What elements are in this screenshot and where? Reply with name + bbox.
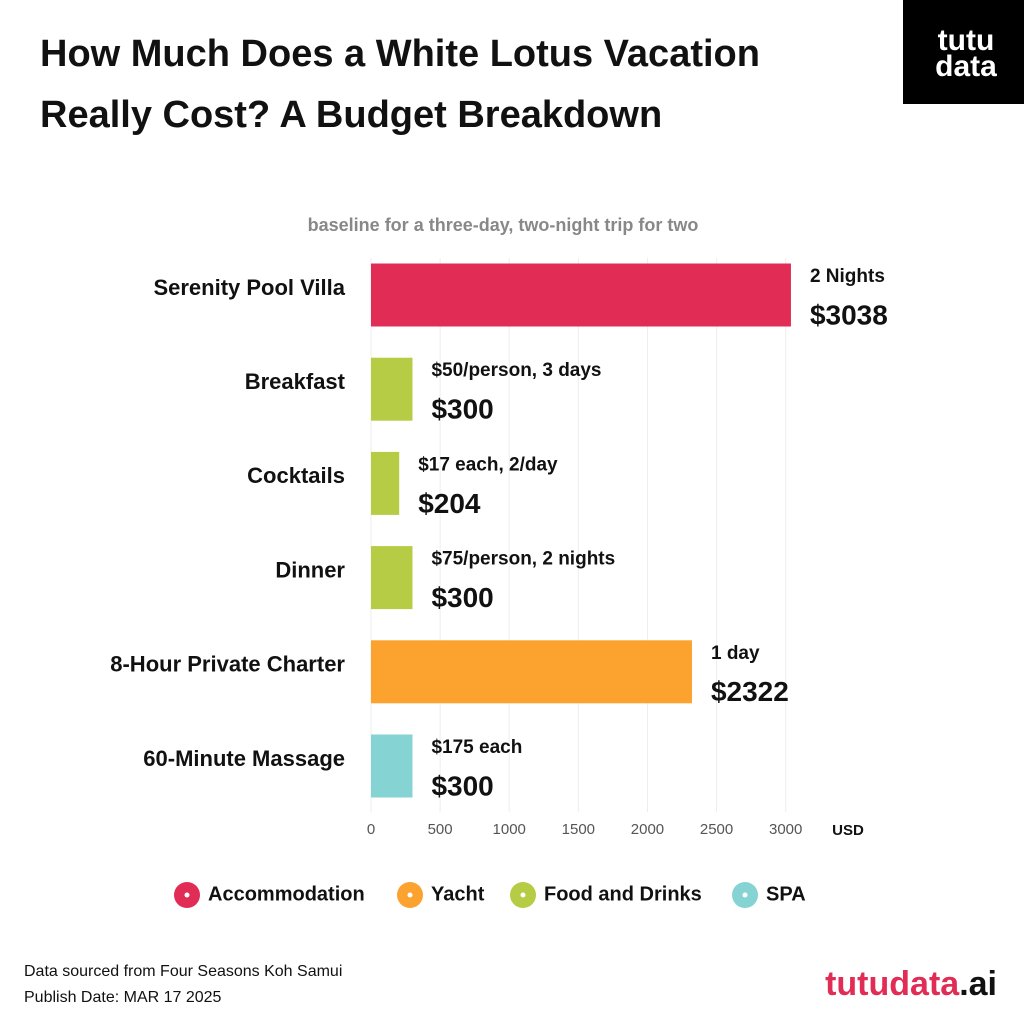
legend-swatch-dot — [407, 892, 413, 898]
bar — [371, 734, 413, 798]
bar — [371, 640, 692, 704]
bar-note: $50/person, 3 days — [431, 360, 601, 381]
legend-label: SPA — [766, 883, 806, 905]
chart-title: How Much Does a White Lotus Vacation — [40, 33, 760, 75]
x-tick-label: 2500 — [700, 821, 733, 838]
bar — [371, 357, 413, 421]
value-label: $300 — [431, 394, 493, 425]
x-tick-label: 1500 — [562, 821, 595, 838]
y-tick-label: 60-Minute Massage — [143, 746, 345, 771]
brand: tutudata.ai — [825, 965, 997, 1003]
y-tick-label: Serenity Pool Villa — [153, 275, 345, 300]
bar-note: $17 each, 2/day — [418, 454, 558, 475]
y-tick-label: Breakfast — [245, 369, 346, 394]
legend-label: Yacht — [431, 883, 485, 905]
value-label: $300 — [431, 770, 493, 801]
x-tick-label: 2000 — [631, 821, 664, 838]
value-label: $2322 — [711, 676, 789, 707]
bar-note: 2 Nights — [810, 266, 885, 287]
x-unit: USD — [832, 822, 864, 839]
bar-note: 1 day — [711, 643, 760, 664]
footer-source: Data sourced from Four Seasons Koh Samui — [24, 963, 342, 980]
value-label: $204 — [418, 488, 481, 519]
x-tick-label: 1000 — [493, 821, 526, 838]
bar-note: $175 each — [431, 737, 522, 758]
logo-box — [903, 0, 1024, 104]
y-tick-label: 8-Hour Private Charter — [110, 652, 345, 677]
y-tick-label: Cocktails — [247, 463, 345, 488]
bar — [371, 263, 791, 327]
brand-name: tutudata — [825, 965, 960, 1003]
x-tick-label: 3000 — [769, 821, 802, 838]
x-tick-label: 500 — [428, 821, 453, 838]
logo-top: tutu — [938, 24, 995, 57]
x-tick-label: 0 — [367, 821, 375, 838]
value-label: $300 — [431, 582, 493, 613]
chart-subtitle: baseline for a three-day, two-night trip… — [308, 215, 699, 235]
chart-title: Really Cost? A Budget Breakdown — [40, 94, 662, 136]
legend-swatch-dot — [520, 892, 526, 898]
legend-swatch-dot — [184, 892, 190, 898]
value-label: $3038 — [810, 299, 888, 330]
legend-label: Accommodation — [208, 883, 365, 905]
bar — [371, 546, 413, 610]
logo-bottom: data — [935, 50, 997, 83]
footer-date: Publish Date: MAR 17 2025 — [24, 989, 222, 1006]
legend-swatch-dot — [742, 892, 748, 898]
brand-suffix: .ai — [959, 965, 997, 1003]
bar — [371, 451, 400, 515]
y-tick-label: Dinner — [275, 557, 345, 582]
bar-note: $75/person, 2 nights — [431, 549, 615, 570]
legend-label: Food and Drinks — [544, 883, 702, 905]
